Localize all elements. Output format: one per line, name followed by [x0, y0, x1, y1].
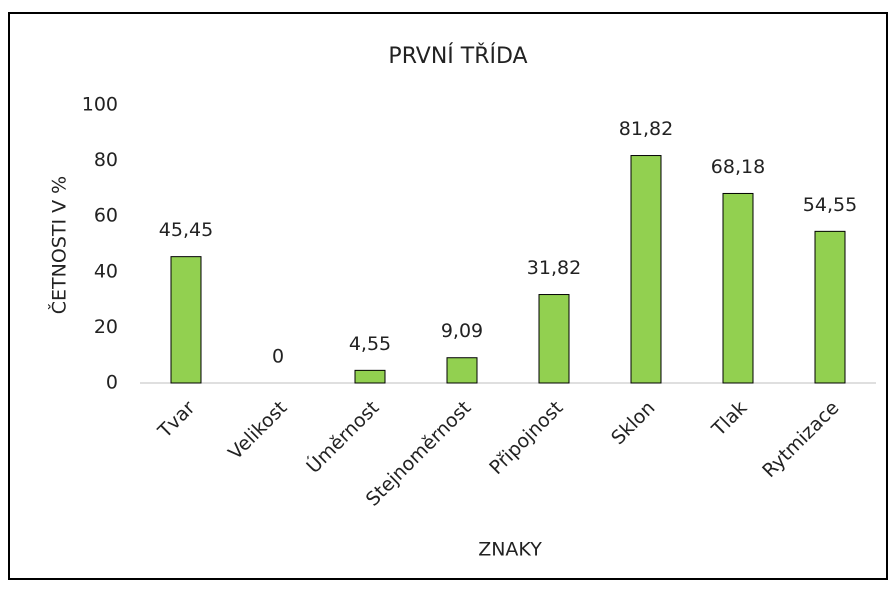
bar	[170, 256, 202, 384]
data-label: 31,82	[527, 257, 581, 279]
y-tick-label: 0	[106, 372, 118, 394]
bar	[722, 192, 754, 384]
data-label: 9,09	[441, 320, 483, 342]
bar	[630, 155, 662, 384]
bar	[446, 357, 478, 384]
bar	[814, 230, 846, 384]
data-label: 81,82	[619, 118, 673, 140]
bar	[538, 294, 570, 384]
data-label: 68,18	[711, 156, 765, 178]
y-axis-label: ČETNOSTI V %	[47, 176, 71, 314]
y-tick-label: 60	[94, 205, 118, 227]
chart-border	[8, 12, 888, 580]
data-label: 0	[272, 346, 284, 368]
y-tick-label: 20	[94, 316, 118, 338]
y-tick-label: 100	[82, 94, 118, 116]
data-label: 54,55	[803, 194, 857, 216]
data-label: 4,55	[349, 333, 391, 355]
x-axis-label: ZNAKY	[478, 539, 542, 561]
y-tick-label: 40	[94, 260, 118, 282]
chart-title: PRVNÍ TŘÍDA	[388, 43, 527, 69]
data-label: 45,45	[159, 219, 213, 241]
bar	[354, 369, 386, 384]
y-tick-label: 80	[94, 149, 118, 171]
